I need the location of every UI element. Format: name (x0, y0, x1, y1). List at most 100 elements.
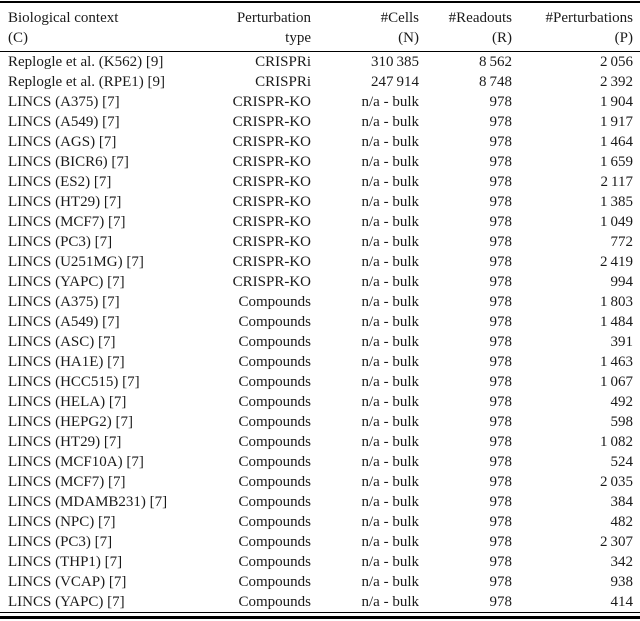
cell-biological-context: Replogle et al. (RPE1) [9] (8, 74, 166, 90)
cell-readouts: 978 (489, 214, 513, 230)
cell-biological-context: LINCS (A375) [7] (8, 294, 120, 310)
cell-biological-context: LINCS (HELA) [7] (8, 394, 127, 410)
header-perturbation-type-line2: type (285, 30, 311, 46)
cell-cells: n/a - bulk (361, 494, 420, 510)
cell-biological-context: LINCS (HT29) [7] (8, 194, 122, 210)
header-perturbations: #Perturbations (P) (512, 2, 640, 52)
cell-perturbations: 524 (610, 454, 634, 470)
cell-cells: n/a - bulk (361, 394, 420, 410)
table-row: LINCS (MDAMB231) [7] Compounds n/a - bulk 9… (0, 492, 640, 512)
cell-cells: n/a - bulk (361, 514, 420, 530)
cell-readouts: 8 748 (478, 74, 512, 90)
table-row: LINCS (PC3) [7] CRISPR-KO n/a - bulk 978 772 (0, 232, 640, 252)
cell-readouts: 8 562 (478, 54, 512, 70)
cell-perturbation-type: CRISPR-KO (232, 214, 311, 230)
cell-perturbation-type: Compounds (238, 434, 311, 450)
cell-readouts: 978 (489, 154, 513, 170)
cell-perturbation-type: CRISPR-KO (232, 194, 311, 210)
cell-perturbations: 938 (610, 574, 634, 590)
table-row: LINCS (BICR6) [7] CRISPR-KO n/a - bulk 978 1… (0, 152, 640, 172)
cell-perturbation-type: Compounds (238, 474, 311, 490)
cell-perturbations: 1 463 (599, 354, 633, 370)
table-row: LINCS (A375) [7] Compounds n/a - bulk 978 1 … (0, 292, 640, 312)
cell-biological-context: LINCS (AGS) [7] (8, 134, 117, 150)
cell-perturbations: 2 392 (599, 74, 633, 90)
cell-readouts: 978 (489, 474, 513, 490)
table-row: LINCS (A549) [7] Compounds n/a - bulk 978 1 … (0, 312, 640, 332)
cell-biological-context: LINCS (BICR6) [7] (8, 154, 129, 170)
cell-perturbation-type: CRISPR-KO (232, 94, 311, 110)
cell-cells: n/a - bulk (361, 314, 420, 330)
cell-perturbation-type: Compounds (238, 294, 311, 310)
cell-biological-context: LINCS (ES2) [7] (8, 174, 112, 190)
cell-readouts: 978 (489, 514, 513, 530)
cell-biological-context: LINCS (NPC) [7] (8, 514, 116, 530)
cell-cells: n/a - bulk (361, 294, 420, 310)
table-row: LINCS (MCF7) [7] CRISPR-KO n/a - bulk 978 1 … (0, 212, 640, 232)
header-cells-line2: (N) (398, 30, 419, 46)
table-row: LINCS (MCF7) [7] Compounds n/a - bulk 978 2 … (0, 472, 640, 492)
table-row: LINCS (HEPG2) [7] Compounds n/a - bulk 978 5… (0, 412, 640, 432)
cell-perturbation-type: Compounds (238, 514, 311, 530)
table-row: LINCS (HT29) [7] CRISPR-KO n/a - bulk 978 1 … (0, 192, 640, 212)
cell-perturbations: 1 464 (599, 134, 633, 150)
table-row: Replogle et al. (K562) [9] CRISPRi 310 385… (0, 52, 640, 73)
header-perturbations-line2: (P) (614, 30, 633, 46)
cell-readouts: 978 (489, 114, 513, 130)
cell-perturbation-type: Compounds (238, 414, 311, 430)
cell-biological-context: LINCS (HA1E) [7] (8, 354, 125, 370)
header-cells: #Cells (N) (311, 2, 419, 52)
table-row: LINCS (HA1E) [7] Compounds n/a - bulk 978 1 … (0, 352, 640, 372)
cell-cells: n/a - bulk (361, 434, 420, 450)
header-cells-line1: #Cells (380, 10, 419, 26)
header-biological-context-line2: (C) (8, 30, 28, 46)
cell-cells: n/a - bulk (361, 194, 420, 210)
cell-biological-context: LINCS (YAPC) [7] (8, 594, 125, 610)
cell-biological-context: LINCS (MCF7) [7] (8, 214, 126, 230)
cell-biological-context: LINCS (ASC) [7] (8, 334, 116, 350)
cell-readouts: 978 (489, 454, 513, 470)
cell-readouts: 978 (489, 594, 513, 610)
cell-biological-context: LINCS (YAPC) [7] (8, 274, 125, 290)
cell-perturbation-type: Compounds (238, 334, 311, 350)
cell-biological-context: LINCS (PC3) [7] (8, 534, 113, 550)
table-row: LINCS (MCF10A) [7] Compounds n/a - bulk 978… (0, 452, 640, 472)
cell-cells: n/a - bulk (361, 454, 420, 470)
cell-perturbations: 342 (610, 554, 634, 570)
table-row: LINCS (AGS) [7] CRISPR-KO n/a - bulk 978 1 4… (0, 132, 640, 152)
cell-cells: n/a - bulk (361, 414, 420, 430)
cell-cells: n/a - bulk (361, 274, 420, 290)
cell-perturbation-type: Compounds (238, 594, 311, 610)
cell-biological-context: LINCS (A375) [7] (8, 94, 120, 110)
cell-perturbations: 1 067 (599, 374, 633, 390)
cell-perturbations: 414 (610, 594, 634, 610)
cell-perturbation-type: Compounds (238, 494, 311, 510)
cell-perturbation-type: CRISPR-KO (232, 274, 311, 290)
cell-cells: n/a - bulk (361, 334, 420, 350)
table-row: Replogle et al. (RPE1) [9] CRISPRi 247 914… (0, 72, 640, 92)
cell-perturbations: 384 (610, 494, 634, 510)
cell-biological-context: LINCS (HCC515) [7] (8, 374, 140, 390)
cell-readouts: 978 (489, 354, 513, 370)
cell-cells: n/a - bulk (361, 214, 420, 230)
header-biological-context-line1: Biological context (8, 10, 119, 26)
cell-perturbation-type: CRISPRi (255, 54, 311, 70)
cell-readouts: 978 (489, 394, 513, 410)
cell-readouts: 978 (489, 174, 513, 190)
cell-perturbations: 2 035 (599, 474, 633, 490)
cell-biological-context: LINCS (HEPG2) [7] (8, 414, 133, 430)
cell-perturbations: 2 307 (599, 534, 633, 550)
cell-perturbations: 2 419 (599, 254, 633, 270)
cell-readouts: 978 (489, 94, 513, 110)
cell-cells: n/a - bulk (361, 234, 420, 250)
cell-perturbations: 2 056 (599, 54, 633, 70)
table-row: LINCS (A375) [7] CRISPR-KO n/a - bulk 978 1 … (0, 92, 640, 112)
cell-perturbation-type: CRISPR-KO (232, 154, 311, 170)
cell-biological-context: LINCS (THP1) [7] (8, 554, 123, 570)
header-perturbations-line1: #Perturbations (545, 10, 634, 26)
cell-cells: n/a - bulk (361, 254, 420, 270)
cell-biological-context: LINCS (VCAP) [7] (8, 574, 127, 590)
table-row: LINCS (YAPC) [7] Compounds n/a - bulk 978 41… (0, 592, 640, 612)
